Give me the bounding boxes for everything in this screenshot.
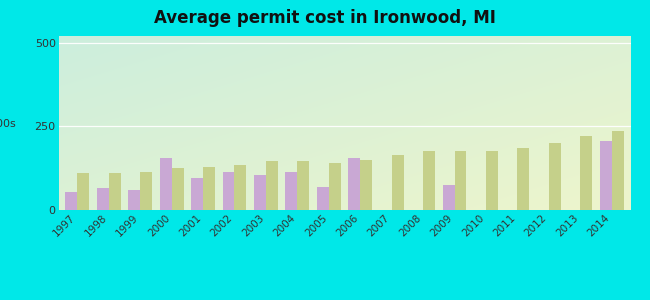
- Bar: [128, 190, 140, 210]
- Bar: [66, 192, 77, 210]
- Bar: [329, 163, 341, 210]
- Bar: [454, 152, 467, 210]
- Bar: [580, 136, 592, 210]
- Bar: [443, 185, 454, 210]
- Bar: [266, 161, 278, 210]
- Bar: [392, 155, 404, 210]
- Bar: [317, 187, 329, 210]
- Bar: [600, 141, 612, 210]
- Bar: [360, 160, 372, 210]
- Bar: [235, 165, 246, 210]
- Bar: [140, 172, 152, 210]
- Bar: [423, 152, 435, 210]
- Bar: [77, 173, 89, 210]
- Bar: [348, 158, 360, 210]
- Bar: [191, 178, 203, 210]
- Bar: [254, 175, 266, 210]
- Bar: [160, 158, 172, 210]
- Bar: [285, 172, 297, 210]
- Bar: [203, 167, 215, 210]
- Bar: [172, 168, 183, 210]
- Text: Average permit cost in Ironwood, MI: Average permit cost in Ironwood, MI: [154, 9, 496, 27]
- Bar: [486, 152, 498, 210]
- Bar: [97, 188, 109, 210]
- Y-axis label: $1000s: $1000s: [0, 118, 16, 128]
- Bar: [222, 172, 235, 210]
- Bar: [612, 131, 623, 210]
- Bar: [297, 161, 309, 210]
- Bar: [549, 143, 561, 210]
- Bar: [517, 148, 529, 210]
- Bar: [109, 173, 121, 210]
